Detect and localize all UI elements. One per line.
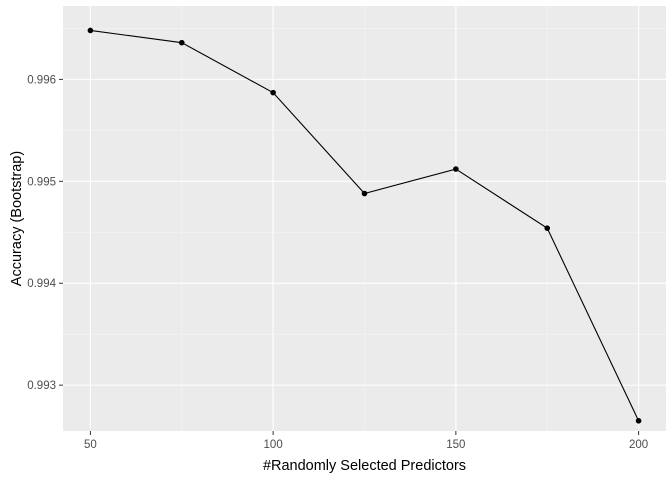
y-axis-title: Accuracy (Bootstrap) <box>9 151 25 286</box>
data-point <box>544 225 551 231</box>
y-tick-label: 0.996 <box>27 74 56 86</box>
x-axis-title: #Randomly Selected Predictors <box>263 458 466 474</box>
minor-gridlines <box>63 6 666 431</box>
data-point <box>453 166 459 172</box>
series-layer <box>87 27 642 424</box>
data-point <box>361 190 368 197</box>
data-point <box>178 39 185 46</box>
x-axis: 50 100 150 200 <box>84 431 648 451</box>
x-tick-label: 50 <box>84 439 97 451</box>
data-point <box>87 27 94 34</box>
x-tick-label: 200 <box>629 439 648 451</box>
y-tick-label: 0.994 <box>27 278 56 290</box>
y-tick-label: 0.995 <box>27 176 56 188</box>
data-point <box>270 89 276 96</box>
y-axis: 0.993 0.994 0.995 0.996 <box>27 74 63 392</box>
y-tick-label: 0.993 <box>27 380 56 392</box>
x-tick-label: 100 <box>264 439 283 451</box>
x-tick-label: 150 <box>446 439 465 451</box>
major-gridlines <box>63 6 666 431</box>
data-point <box>635 418 642 424</box>
